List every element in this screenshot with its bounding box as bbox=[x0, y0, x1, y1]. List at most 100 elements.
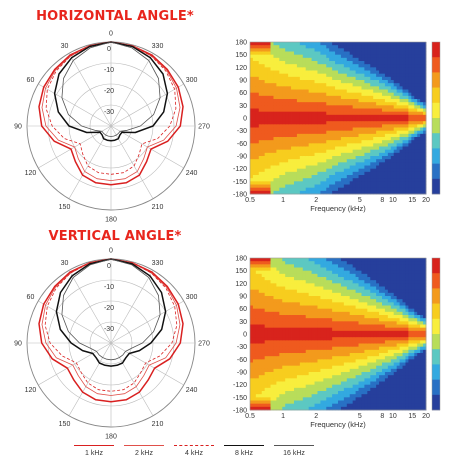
heatmap-cell bbox=[252, 45, 257, 49]
heatmap-cell bbox=[279, 305, 283, 310]
heatmap-cell bbox=[343, 171, 348, 176]
heatmap-cell bbox=[387, 178, 392, 182]
heatmap-cell bbox=[250, 181, 254, 185]
heatmap-cell bbox=[384, 83, 389, 87]
heatmap-cell bbox=[308, 406, 312, 411]
heatmap-cell bbox=[291, 258, 295, 262]
heatmap-cell bbox=[279, 99, 283, 103]
heatmap-cell bbox=[405, 118, 409, 122]
heatmap-cell bbox=[279, 184, 283, 189]
heatmap-cell bbox=[423, 111, 427, 116]
heatmap-cell bbox=[349, 168, 354, 173]
heatmap-cell bbox=[355, 340, 359, 344]
heatmap-cell bbox=[320, 159, 324, 163]
heatmap-cell bbox=[390, 108, 395, 113]
heatmap-cell bbox=[291, 54, 295, 59]
heatmap-cell bbox=[326, 54, 330, 59]
horizontal-directivity: 1801501209060300-30-60-90-120-150-1800.5… bbox=[233, 40, 441, 213]
heatmap-cell bbox=[370, 156, 374, 160]
heatmap-cell bbox=[340, 362, 345, 367]
heatmap-cell bbox=[379, 184, 383, 189]
heatmap-cell bbox=[399, 118, 403, 122]
heatmap-cell bbox=[323, 289, 327, 294]
heatmap-cell bbox=[367, 162, 371, 166]
heatmap-cell bbox=[370, 181, 374, 185]
heatmap-cell bbox=[296, 261, 301, 265]
heatmap-cell bbox=[264, 89, 268, 94]
heatmap-cell bbox=[332, 175, 336, 179]
heatmap-cell bbox=[423, 178, 427, 182]
heatmap-cell bbox=[276, 283, 280, 287]
heatmap-cell bbox=[346, 270, 351, 275]
heatmap-cell bbox=[273, 42, 277, 46]
heatmap-cell bbox=[335, 267, 339, 272]
heatmap-cell bbox=[305, 45, 310, 49]
heatmap-cell bbox=[355, 165, 359, 170]
heatmap-cell bbox=[294, 143, 298, 147]
heatmap-cell bbox=[267, 54, 271, 59]
polar-angle-label: 330 bbox=[152, 43, 164, 50]
heatmap-cell bbox=[414, 159, 418, 163]
heatmap-cell bbox=[387, 102, 392, 106]
heatmap-cell bbox=[364, 334, 368, 338]
heatmap-cell bbox=[379, 114, 383, 119]
heatmap-cell bbox=[282, 105, 286, 109]
heatmap-cell bbox=[370, 48, 374, 52]
heatmap-cell bbox=[320, 368, 324, 373]
polar-angle-label: 120 bbox=[25, 170, 37, 177]
heatmap-cell bbox=[258, 149, 263, 154]
heatmap-cell bbox=[358, 400, 362, 405]
heatmap-cell bbox=[279, 356, 283, 360]
heatmap-cell bbox=[349, 137, 354, 141]
heatmap-y-tick: 180 bbox=[235, 40, 247, 47]
heatmap-cell bbox=[349, 140, 354, 144]
heatmap-cell bbox=[261, 108, 266, 113]
heatmap-cell bbox=[361, 270, 365, 275]
heatmap-cell bbox=[379, 108, 383, 113]
heatmap-cell bbox=[358, 406, 362, 411]
heatmap-cell bbox=[273, 114, 277, 119]
heatmap-cell bbox=[358, 137, 362, 141]
heatmap-cell bbox=[258, 305, 263, 310]
heatmap-cell bbox=[329, 384, 333, 389]
heatmap-cell bbox=[308, 61, 312, 65]
heatmap-cell bbox=[270, 280, 274, 284]
heatmap-cell bbox=[279, 70, 283, 75]
heatmap-cell bbox=[373, 127, 377, 132]
heatmap-cell bbox=[296, 73, 301, 78]
heatmap-cell bbox=[264, 318, 268, 322]
heatmap-cell bbox=[285, 118, 289, 122]
heatmap-cell bbox=[361, 359, 365, 363]
heatmap-cell bbox=[302, 387, 307, 392]
heatmap-cell bbox=[326, 86, 330, 90]
heatmap-cell bbox=[255, 321, 260, 325]
heatmap-cell bbox=[393, 57, 398, 62]
heatmap-cell bbox=[396, 54, 400, 59]
heatmap-cell bbox=[417, 159, 421, 163]
heatmap-cell bbox=[349, 372, 354, 376]
heatmap-cell bbox=[329, 54, 333, 59]
heatmap-cell bbox=[402, 57, 406, 62]
heatmap-cell bbox=[329, 362, 333, 367]
heatmap-cell bbox=[276, 330, 280, 335]
heatmap-cell bbox=[399, 92, 403, 97]
heatmap-cell bbox=[373, 86, 377, 90]
heatmap-cell bbox=[261, 149, 266, 154]
heatmap-cell bbox=[261, 362, 266, 367]
heatmap-cell bbox=[255, 159, 260, 163]
heatmap-cell bbox=[250, 270, 254, 275]
heatmap-cell bbox=[261, 261, 266, 265]
heatmap-cell bbox=[367, 67, 371, 71]
heatmap-cell bbox=[349, 48, 354, 52]
heatmap-cell bbox=[405, 64, 409, 68]
heatmap-cell bbox=[252, 397, 257, 401]
heatmap-cell bbox=[294, 76, 298, 81]
heatmap-cell bbox=[276, 362, 280, 367]
heatmap-cell bbox=[294, 289, 298, 294]
heatmap-cell bbox=[279, 67, 283, 71]
heatmap-cell bbox=[399, 48, 403, 52]
heatmap-cell bbox=[273, 152, 277, 157]
heatmap-cell bbox=[329, 397, 333, 401]
heatmap-cell bbox=[250, 378, 254, 382]
heatmap-cell bbox=[340, 45, 345, 49]
